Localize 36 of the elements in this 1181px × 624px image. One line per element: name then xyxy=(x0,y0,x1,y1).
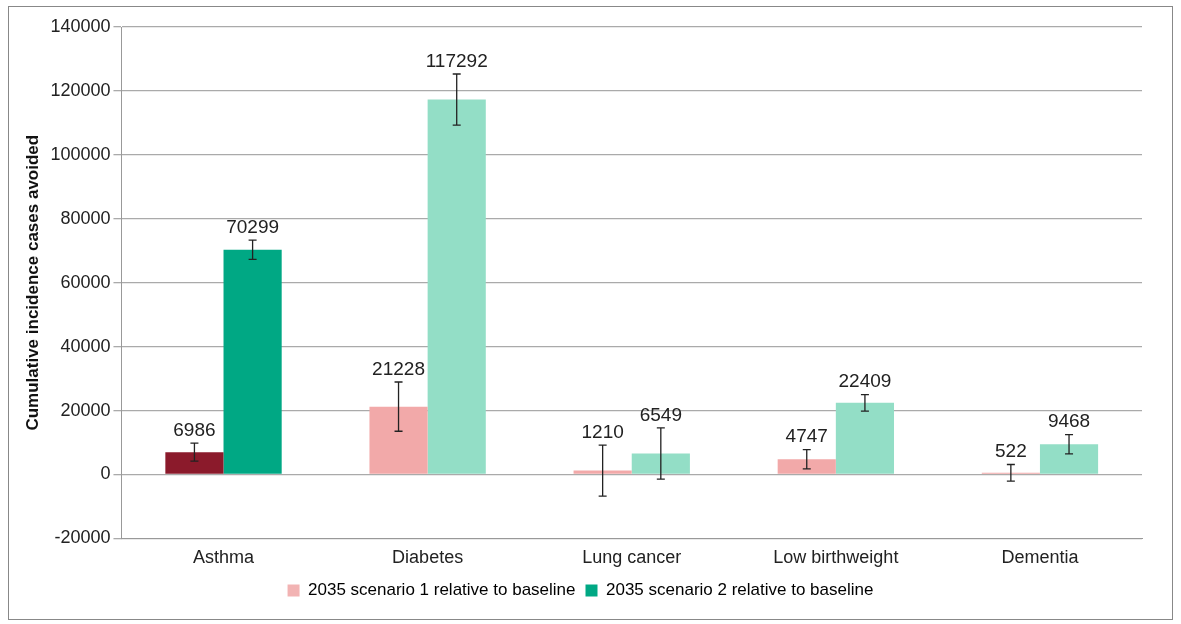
bar xyxy=(1039,444,1099,474)
data-label: 22409 xyxy=(838,370,892,392)
x-tick-label: Asthma xyxy=(193,547,256,568)
x-tick-label: Diabetes xyxy=(392,547,464,568)
y-tick-label: 20000 xyxy=(60,399,111,420)
bar xyxy=(573,470,632,474)
y-tick-label: -20000 xyxy=(54,527,111,548)
y-tick-label: 100000 xyxy=(50,143,111,164)
legend-label: 2035 scenario 1 relative to baseline xyxy=(308,580,576,600)
data-label: 9468 xyxy=(1047,410,1091,432)
y-tick-label: 0 xyxy=(100,463,111,484)
bar xyxy=(631,453,690,474)
x-tick-label: Lung cancer xyxy=(582,547,682,568)
data-label: 21228 xyxy=(372,357,425,379)
legend-label: 2035 scenario 2 relative to baseline xyxy=(606,580,874,600)
bar xyxy=(369,406,428,474)
y-tick-label: 60000 xyxy=(60,271,111,292)
y-tick-label: 80000 xyxy=(60,207,111,228)
data-label: 117292 xyxy=(425,49,488,71)
data-label: 1210 xyxy=(581,420,624,442)
y-tick-label: 140000 xyxy=(50,15,111,36)
data-label: 522 xyxy=(995,440,1027,462)
x-tick-label: Low birthweight xyxy=(773,547,899,568)
bar xyxy=(427,99,486,474)
y-tick-label: 120000 xyxy=(50,79,111,100)
y-axis-title: Cumulative incidence cases avoided xyxy=(22,134,42,431)
bar xyxy=(223,249,282,474)
data-label: 6549 xyxy=(639,403,682,425)
y-tick-label: 40000 xyxy=(60,335,111,356)
data-label: 6986 xyxy=(173,418,216,440)
x-tick-label: Dementia xyxy=(1001,547,1080,568)
bar xyxy=(777,459,836,474)
bar xyxy=(165,452,224,474)
bar xyxy=(835,402,895,474)
data-label: 70299 xyxy=(226,215,280,237)
data-label: 4747 xyxy=(785,425,828,447)
